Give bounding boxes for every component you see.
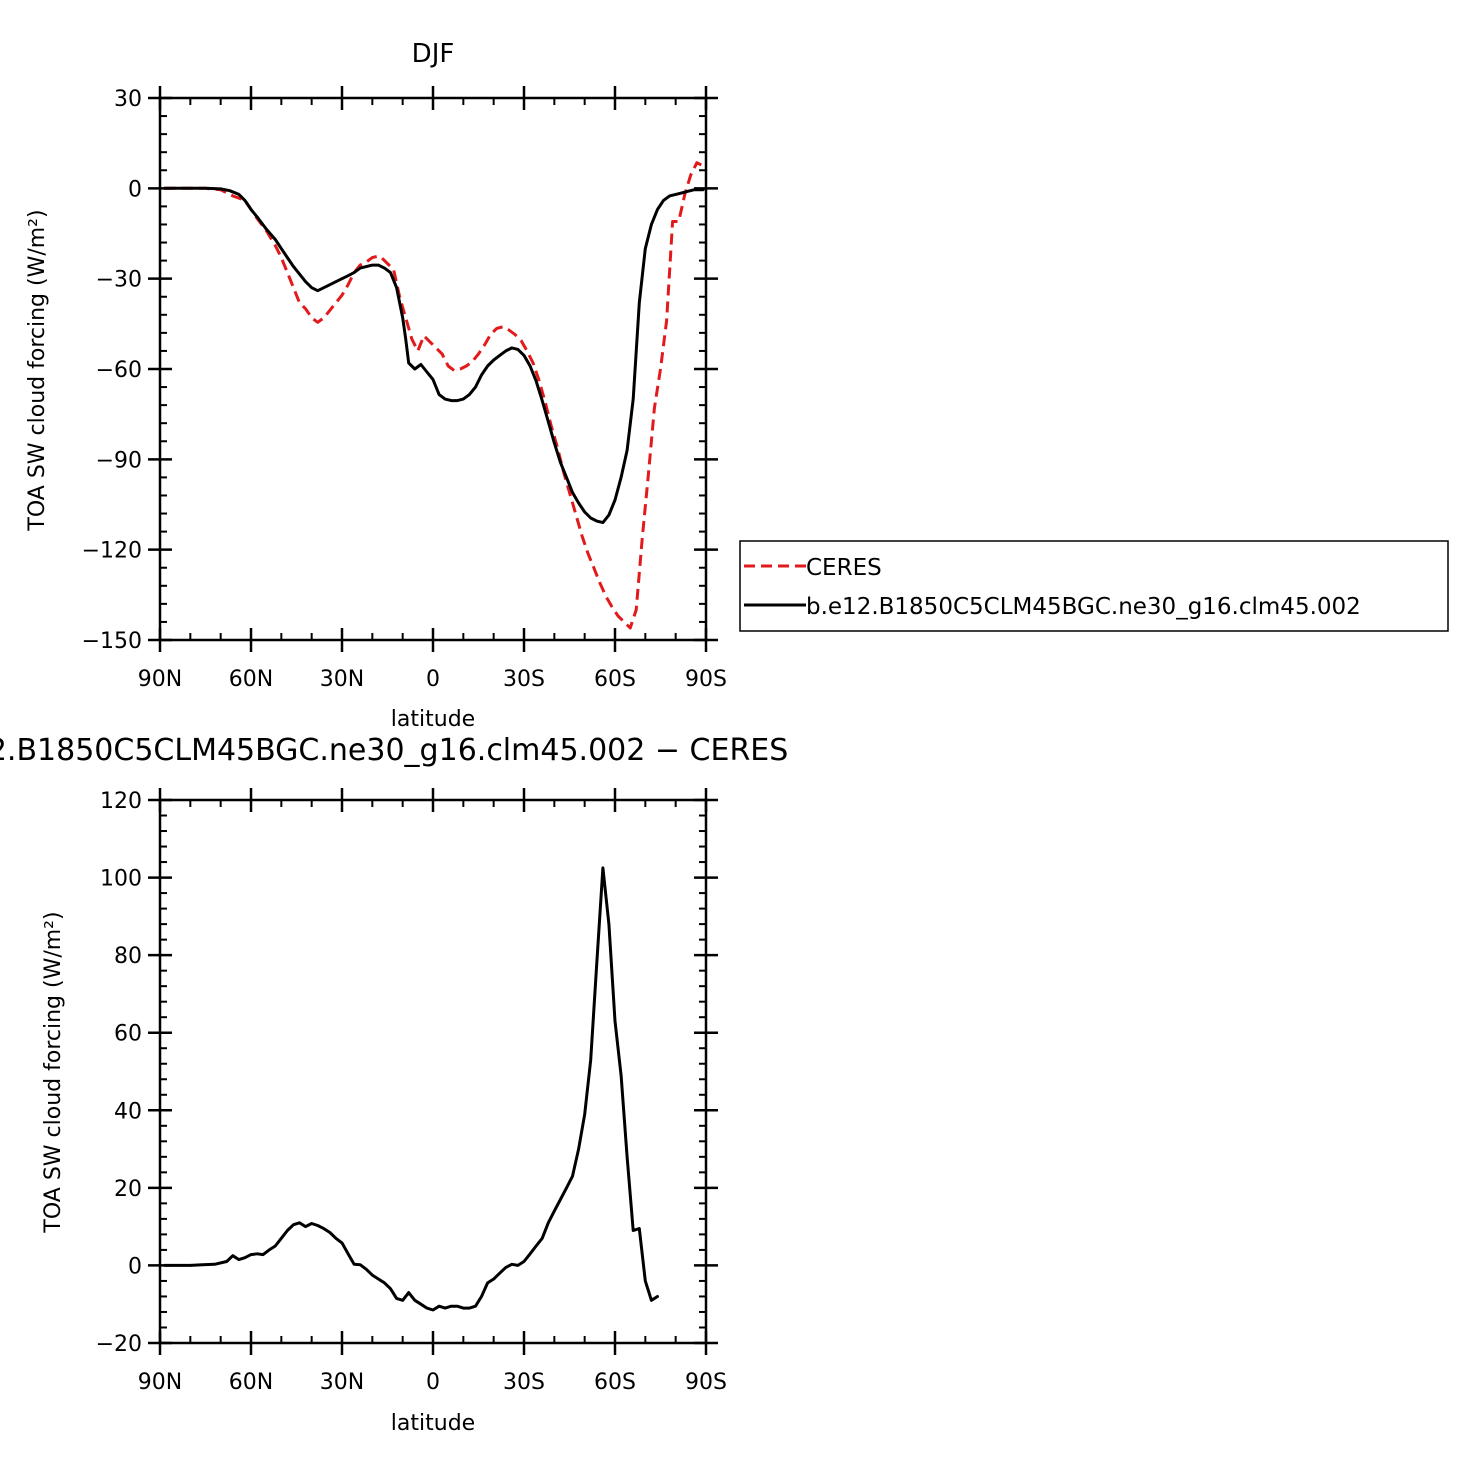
model-line — [163, 186, 705, 525]
x-tick-label: 90N — [138, 1370, 182, 1395]
legend: CERES b.e12.B1850C5CLM45BGC.ne30_g16.clm… — [739, 540, 1449, 632]
x-tick-label: 30S — [503, 667, 545, 692]
x-tick-label: 60N — [229, 1370, 273, 1395]
top-chart-x-axis-label: latitude — [391, 707, 475, 732]
x-tick-label: 30N — [320, 1370, 364, 1395]
y-tick-label: 0 — [128, 177, 142, 202]
top-chart-title: DJF — [412, 39, 455, 69]
x-tick-label: 90S — [685, 1370, 727, 1395]
y-tick-label: −120 — [82, 539, 142, 564]
x-tick-label: 30N — [320, 667, 364, 692]
top-chart-frame — [158, 96, 708, 642]
y-tick-label: 60 — [114, 1022, 142, 1047]
ceres-line — [164, 161, 704, 630]
top-chart-series — [163, 161, 705, 630]
y-tick-label: 20 — [114, 1177, 142, 1202]
top-chart-panel: DJF TOA SW cloud forcing (W/m²) latitude… — [25, 39, 727, 732]
bottom-chart-panel: b.e12.B1850C5CLM45BGC.ne30_g16.clm45.002… — [0, 733, 788, 1436]
y-tick-label: −60 — [96, 358, 142, 383]
top-chart-tick-labels: 30 0 −30 −60 −90 −120 −150 90N 60N 30N 0 30S 60S 90S — [82, 87, 727, 692]
y-tick-label: 30 — [114, 87, 142, 112]
y-tick-label: 100 — [100, 867, 142, 892]
bottom-chart-y-axis-label: TOA SW cloud forcing (W/m²) — [41, 911, 66, 1233]
legend-box — [739, 540, 1449, 632]
y-tick-label: 0 — [128, 1254, 142, 1279]
bottom-chart-series — [163, 866, 659, 1312]
difference-line — [163, 866, 659, 1312]
y-tick-label: −30 — [96, 268, 142, 293]
x-tick-label: 0 — [426, 1370, 440, 1395]
y-tick-label: 40 — [114, 1099, 142, 1124]
bottom-chart-x-axis-label: latitude — [391, 1411, 475, 1436]
y-tick-label: 120 — [100, 789, 142, 814]
legend-label-model: b.e12.B1850C5CLM45BGC.ne30_g16.clm45.002 — [806, 594, 1361, 620]
x-tick-label: 90S — [685, 667, 727, 692]
y-tick-label: −90 — [96, 448, 142, 473]
legend-label-ceres: CERES — [806, 555, 882, 581]
x-tick-label: 0 — [426, 667, 440, 692]
y-tick-label: −150 — [82, 629, 142, 654]
x-tick-label: 60S — [594, 667, 636, 692]
bottom-chart-tick-labels: 120 100 80 60 40 20 0 −20 90N 60N 30N 0 30S 60S 90S — [96, 789, 727, 1395]
bottom-chart-title: b.e12.B1850C5CLM45BGC.ne30_g16.clm45.002… — [0, 733, 788, 768]
x-tick-label: 90N — [138, 667, 182, 692]
bottom-chart-frame — [158, 798, 708, 1345]
y-tick-label: −20 — [96, 1332, 142, 1357]
x-tick-label: 60S — [594, 1370, 636, 1395]
x-tick-label: 30S — [503, 1370, 545, 1395]
x-tick-label: 60N — [229, 667, 273, 692]
top-chart-y-axis-label: TOA SW cloud forcing (W/m²) — [25, 209, 50, 531]
y-tick-label: 80 — [114, 944, 142, 969]
